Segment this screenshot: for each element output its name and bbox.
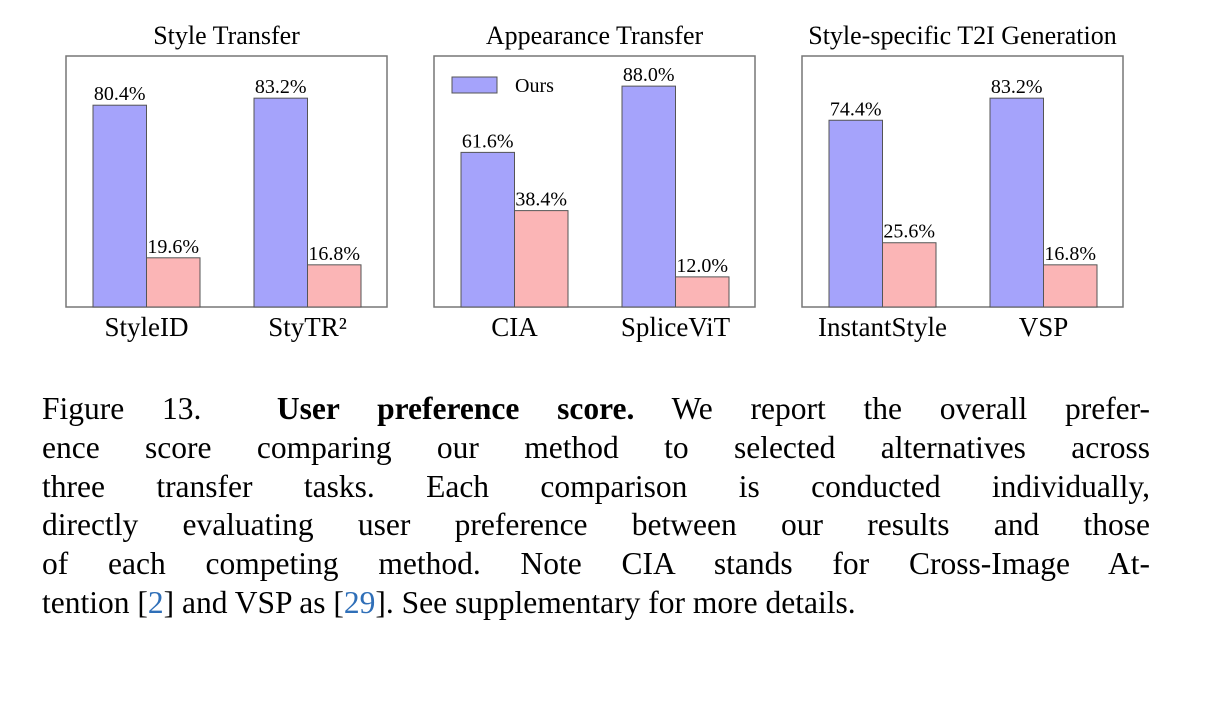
figure-charts: Style Transfer 80.4% 19.6% StyleID 83.2% 16.8… (65, 21, 1124, 342)
plot-frame (801, 55, 1124, 308)
data-label: 83.2% (255, 76, 307, 98)
caption-line: three transfer tasks. Each comparison is… (42, 468, 1150, 504)
data-label: 38.4% (515, 189, 567, 211)
bar-competitor (307, 264, 362, 308)
data-label: 74.4% (830, 98, 882, 120)
data-label: 25.6% (883, 221, 935, 243)
caption-line: tention [2] and VSP as [29]. See supplem… (42, 584, 1150, 623)
data-label: 16.8% (1044, 243, 1096, 265)
bar-ours (989, 97, 1044, 308)
plot-frame (65, 55, 388, 308)
chart-panel: Style Transfer 80.4% 19.6% StyleID 83.2% 16.8… (65, 21, 388, 342)
plot-frame (433, 55, 756, 308)
bar-competitor (675, 276, 730, 308)
x-tick-label: StyTR² (268, 312, 347, 342)
bar-competitor (1043, 264, 1098, 308)
data-label: 80.4% (94, 83, 146, 105)
x-tick-label: SpliceViT (621, 312, 731, 342)
x-tick-label: InstantStyle (818, 312, 947, 342)
caption-text: ]. See supplementary for more details. (375, 584, 856, 620)
data-label: 16.8% (308, 243, 360, 265)
caption-line: directly evaluating user preference betw… (42, 507, 1150, 543)
bar-ours (460, 151, 515, 308)
bar-competitor (146, 257, 201, 308)
citation-link[interactable]: 2 (147, 584, 164, 620)
data-label: 19.6% (147, 236, 199, 258)
caption-line: of each competing method. Note CIA stand… (42, 546, 1150, 582)
caption-title: User preference score. (276, 391, 635, 426)
legend-label: Ours (515, 75, 554, 97)
bar-ours (621, 85, 676, 308)
chart-panel: Appearance Transfer 61.6% 38.4% CIA 88.0% 12.… (433, 21, 756, 342)
bar-ours (828, 119, 883, 308)
caption-line: ence score comparing our method to selec… (42, 429, 1150, 465)
figure-caption: Figure 13. User preference score. We rep… (42, 390, 1150, 623)
bar-competitor (882, 242, 937, 308)
chart-panel: Style-specific T2I Generation 74.4% 25.6% I… (801, 21, 1124, 342)
bar-ours (92, 104, 147, 308)
chart-title: Style Transfer (153, 21, 300, 50)
data-label: 88.0% (623, 64, 675, 86)
caption-label: Figure 13. (42, 391, 202, 426)
caption-text: tention [ (42, 584, 148, 620)
data-label: 83.2% (991, 76, 1043, 98)
x-tick-label: CIA (491, 312, 538, 342)
bar-competitor (514, 210, 569, 308)
bar-ours (253, 97, 308, 308)
citation-link[interactable]: 29 (343, 584, 376, 620)
data-label: 12.0% (676, 255, 728, 277)
caption-text: ] and VSP as [ (163, 584, 344, 620)
x-tick-label: VSP (1019, 312, 1069, 342)
chart-title: Style-specific T2I Generation (808, 21, 1117, 50)
x-tick-label: StyleID (105, 312, 189, 342)
legend-swatch-ours (451, 76, 498, 94)
chart-title: Appearance Transfer (486, 21, 704, 50)
caption-text: We report the overall prefer- (634, 391, 1151, 426)
data-label: 61.6% (462, 130, 514, 152)
caption-line: Figure 13. User preference score. We rep… (42, 390, 1150, 429)
